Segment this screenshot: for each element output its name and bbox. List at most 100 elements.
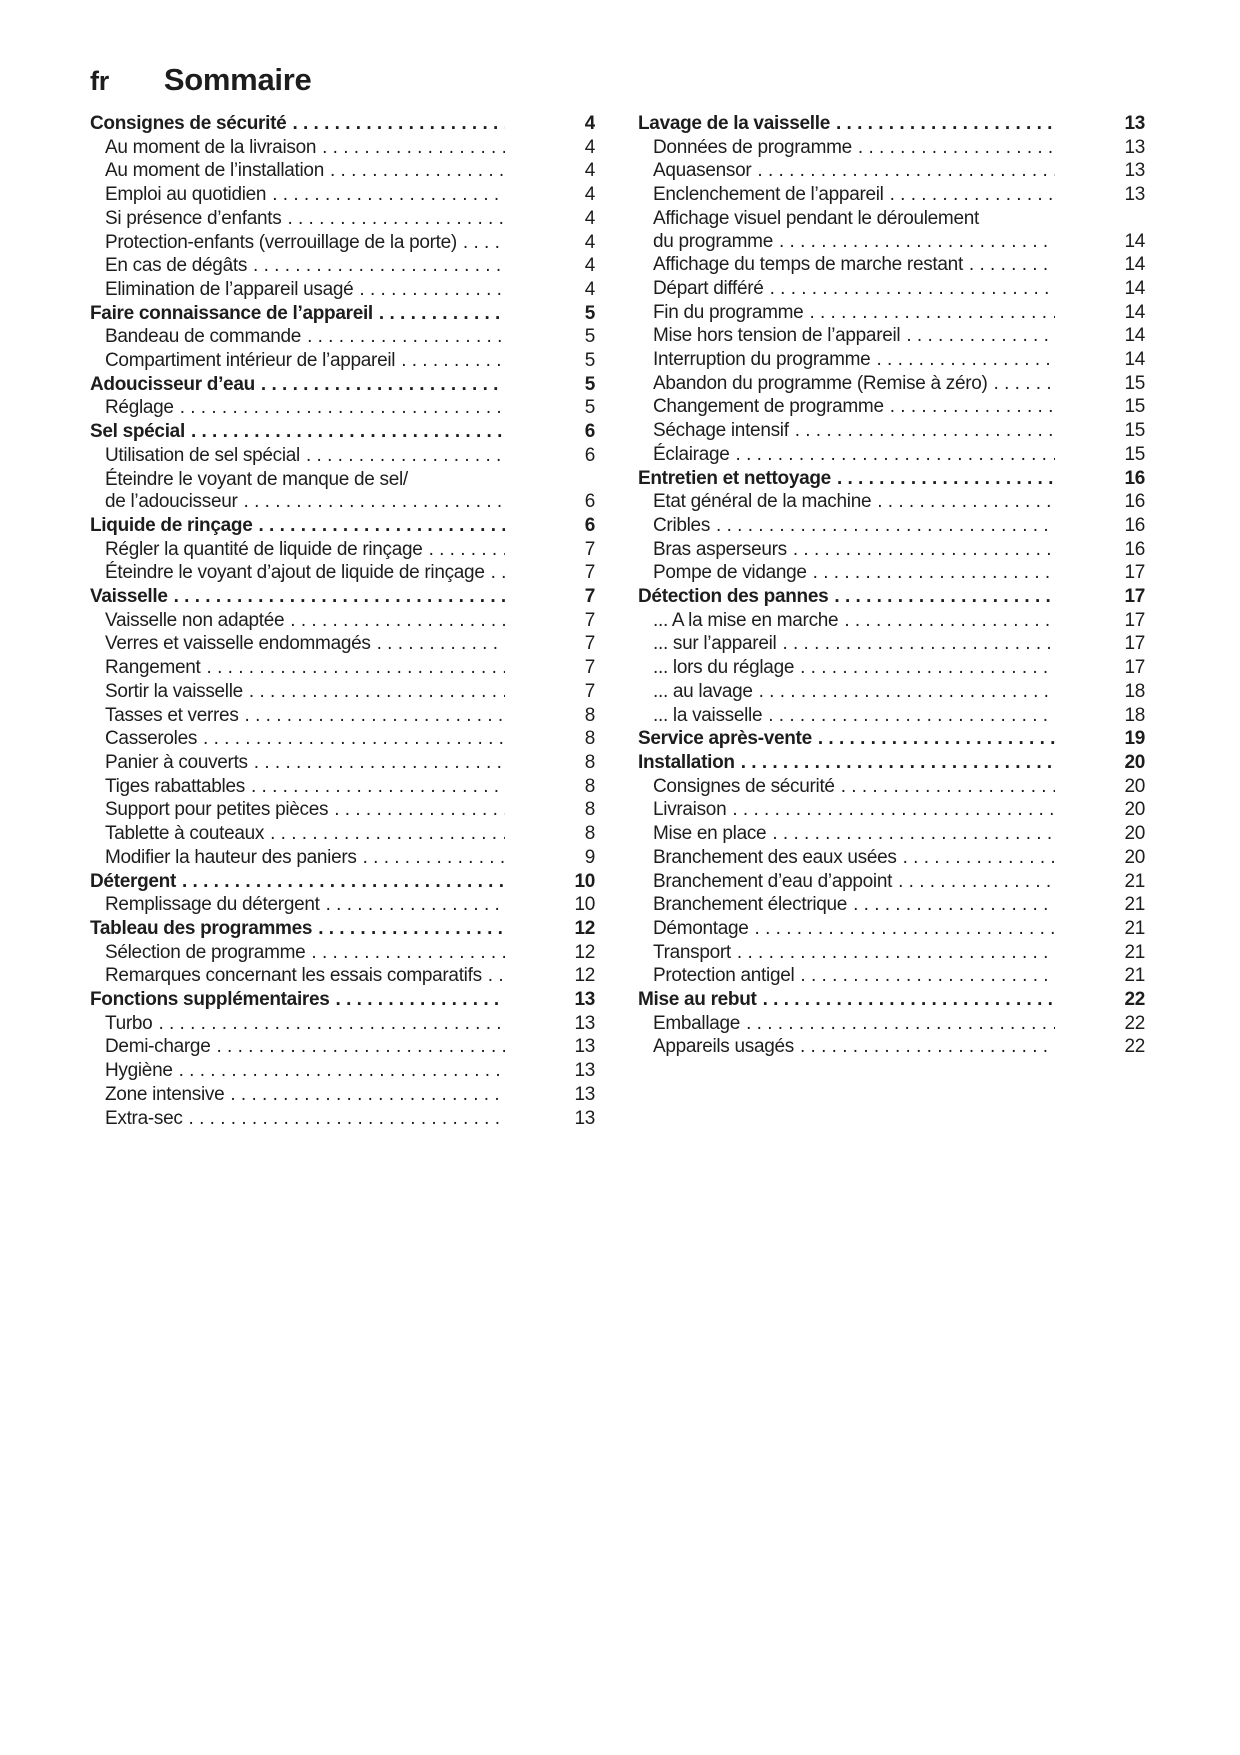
- dot-leader: [264, 822, 505, 846]
- toc-entry-label: Affichage visuel pendant le déroulement: [653, 207, 979, 229]
- toc-entry-label: Casseroles: [105, 728, 198, 750]
- dot-leader: [201, 656, 505, 680]
- toc-column-left: Consignes de sécurité4Au moment de la li…: [90, 112, 595, 1130]
- toc-entry-page-number: 6: [584, 421, 595, 443]
- dot-leader: [762, 704, 1055, 728]
- toc-entry: Éclairage 15: [638, 443, 1145, 467]
- dot-leader: [835, 775, 1055, 799]
- toc-entry-page-number: 12: [574, 965, 595, 987]
- toc-entry-page-number: 22: [1124, 1036, 1145, 1058]
- toc-entry: ... la vaisselle 18: [638, 704, 1145, 728]
- toc-entry-label: Zone intensive: [105, 1083, 225, 1105]
- dot-leader: [807, 561, 1055, 585]
- toc-entry-page-number: 16: [1124, 514, 1145, 536]
- toc-entry-label: Interruption du programme: [653, 349, 871, 371]
- toc-entry-page-number: 22: [1124, 1012, 1145, 1034]
- toc-entry-page-number: 5: [584, 326, 595, 348]
- toc-entry: Tablette à couteaux 8: [90, 822, 595, 846]
- toc-entry-label: Tableau des programmes: [90, 917, 313, 939]
- dot-leader: [884, 183, 1055, 207]
- toc-section-entry: Détergent 10: [90, 870, 595, 894]
- toc-entry-page-number: 4: [584, 184, 595, 206]
- dot-leader: [773, 230, 1055, 254]
- toc-entry-page-number: 13: [574, 1036, 595, 1058]
- dot-leader: [710, 514, 1055, 538]
- toc-entry-page-number: 7: [584, 633, 595, 655]
- toc-entry: Demi-charge 13: [90, 1035, 595, 1059]
- toc-entry-page-number: 21: [1124, 965, 1145, 987]
- toc-entry-page-number: 4: [584, 136, 595, 158]
- dot-leader: [803, 301, 1055, 325]
- toc-entry-page-number: 6: [584, 444, 595, 466]
- dot-leader: [248, 751, 505, 775]
- toc-entry-page-number: 4: [584, 207, 595, 229]
- dot-leader: [730, 443, 1055, 467]
- dot-leader: [320, 893, 505, 917]
- dot-leader: [794, 656, 1055, 680]
- toc-section-entry: Mise au rebut 22: [638, 988, 1145, 1012]
- toc-entry-label: du programme: [653, 230, 773, 252]
- toc-entry-page-number: 15: [1124, 396, 1145, 418]
- dot-leader: [988, 372, 1055, 396]
- dot-leader: [731, 941, 1055, 965]
- toc-entry-label: de l’adoucisseur: [105, 491, 238, 513]
- toc-entry-label: Si présence d’enfants: [105, 207, 282, 229]
- dot-leader: [753, 680, 1055, 704]
- toc-entry-label: Départ différé: [653, 277, 764, 299]
- toc-entry: Enclenchement de l’appareil 13: [638, 183, 1145, 207]
- dot-leader: [300, 444, 505, 468]
- toc-entry-page-number: 4: [584, 113, 595, 134]
- toc-entry-page-number: 6: [584, 514, 595, 536]
- toc-entry-label: Pompe de vidange: [653, 562, 807, 584]
- toc-entry-page-number: 17: [1124, 633, 1145, 655]
- toc-entry-page-number: 17: [1124, 562, 1145, 584]
- dot-leader: [238, 490, 505, 514]
- dot-leader: [305, 941, 505, 965]
- toc-section-entry: Entretien et nettoyage 16: [638, 467, 1145, 491]
- toc-entry-label: Faire connaissance de l’appareil: [90, 302, 373, 324]
- toc-entry: Bandeau de commande 5: [90, 325, 595, 349]
- toc-section-entry: Consignes de sécurité 4: [90, 112, 595, 136]
- toc-entry: ... A la mise en marche 17: [638, 609, 1145, 633]
- toc-entry-label: Branchement électrique: [653, 894, 848, 916]
- toc-entry-page-number: 20: [1124, 846, 1145, 868]
- toc-entry-label: Emballage: [653, 1012, 741, 1034]
- dot-leader: [312, 917, 505, 941]
- toc-entry-page-number: 8: [584, 823, 595, 845]
- toc-entry-page-number: 17: [1124, 586, 1145, 608]
- dot-leader: [884, 395, 1055, 419]
- toc-entry: ... sur l’appareil 17: [638, 632, 1145, 656]
- toc-entry-page-number: 20: [1124, 775, 1145, 797]
- dot-leader: [870, 348, 1055, 372]
- toc-entry-label: Turbo: [105, 1012, 153, 1034]
- toc-entry-label: Elimination de l’appareil usagé: [105, 278, 354, 300]
- page-title: Sommaire: [163, 62, 312, 97]
- toc-entry: Appareils usagés 22: [638, 1035, 1145, 1059]
- toc-entry-page-number: 8: [584, 704, 595, 726]
- dot-leader: [787, 538, 1055, 562]
- toc-entry-label: Support pour petites pièces: [105, 799, 329, 821]
- page-header: fr Sommaire: [90, 62, 312, 98]
- toc-entry-page-number: 15: [1124, 372, 1145, 394]
- toc-entry: Interruption du programme 14: [638, 348, 1145, 372]
- toc-entry-page-number: 20: [1124, 823, 1145, 845]
- dot-leader: [183, 1107, 505, 1131]
- toc-entry-page-number: 10: [574, 894, 595, 916]
- toc-entry-page-number: 12: [574, 941, 595, 963]
- toc-entry: Panier à couverts 8: [90, 751, 595, 775]
- toc-entry: Livraison 20: [638, 798, 1145, 822]
- toc-entry: Sortir la vaisselle 7: [90, 680, 595, 704]
- dot-leader: [281, 207, 505, 231]
- toc-entry-page-number: 7: [584, 657, 595, 679]
- toc-entry-page-number: 16: [1124, 538, 1145, 560]
- toc-entry: Tiges rabattables 8: [90, 775, 595, 799]
- toc-entry-page-number: 8: [584, 775, 595, 797]
- dot-leader: [224, 1083, 505, 1107]
- toc-entry-label: Sortir la vaisselle: [105, 680, 243, 702]
- toc-entry: Au moment de la livraison 4: [90, 136, 595, 160]
- toc-entry-label: Fin du programme: [653, 301, 804, 323]
- toc-entry-page-number: 22: [1124, 989, 1145, 1011]
- toc-entry: Aquasensor 13: [638, 159, 1145, 183]
- toc-entry: Protection-enfants (verrouillage de la p…: [90, 231, 595, 255]
- dot-leader: [735, 751, 1055, 775]
